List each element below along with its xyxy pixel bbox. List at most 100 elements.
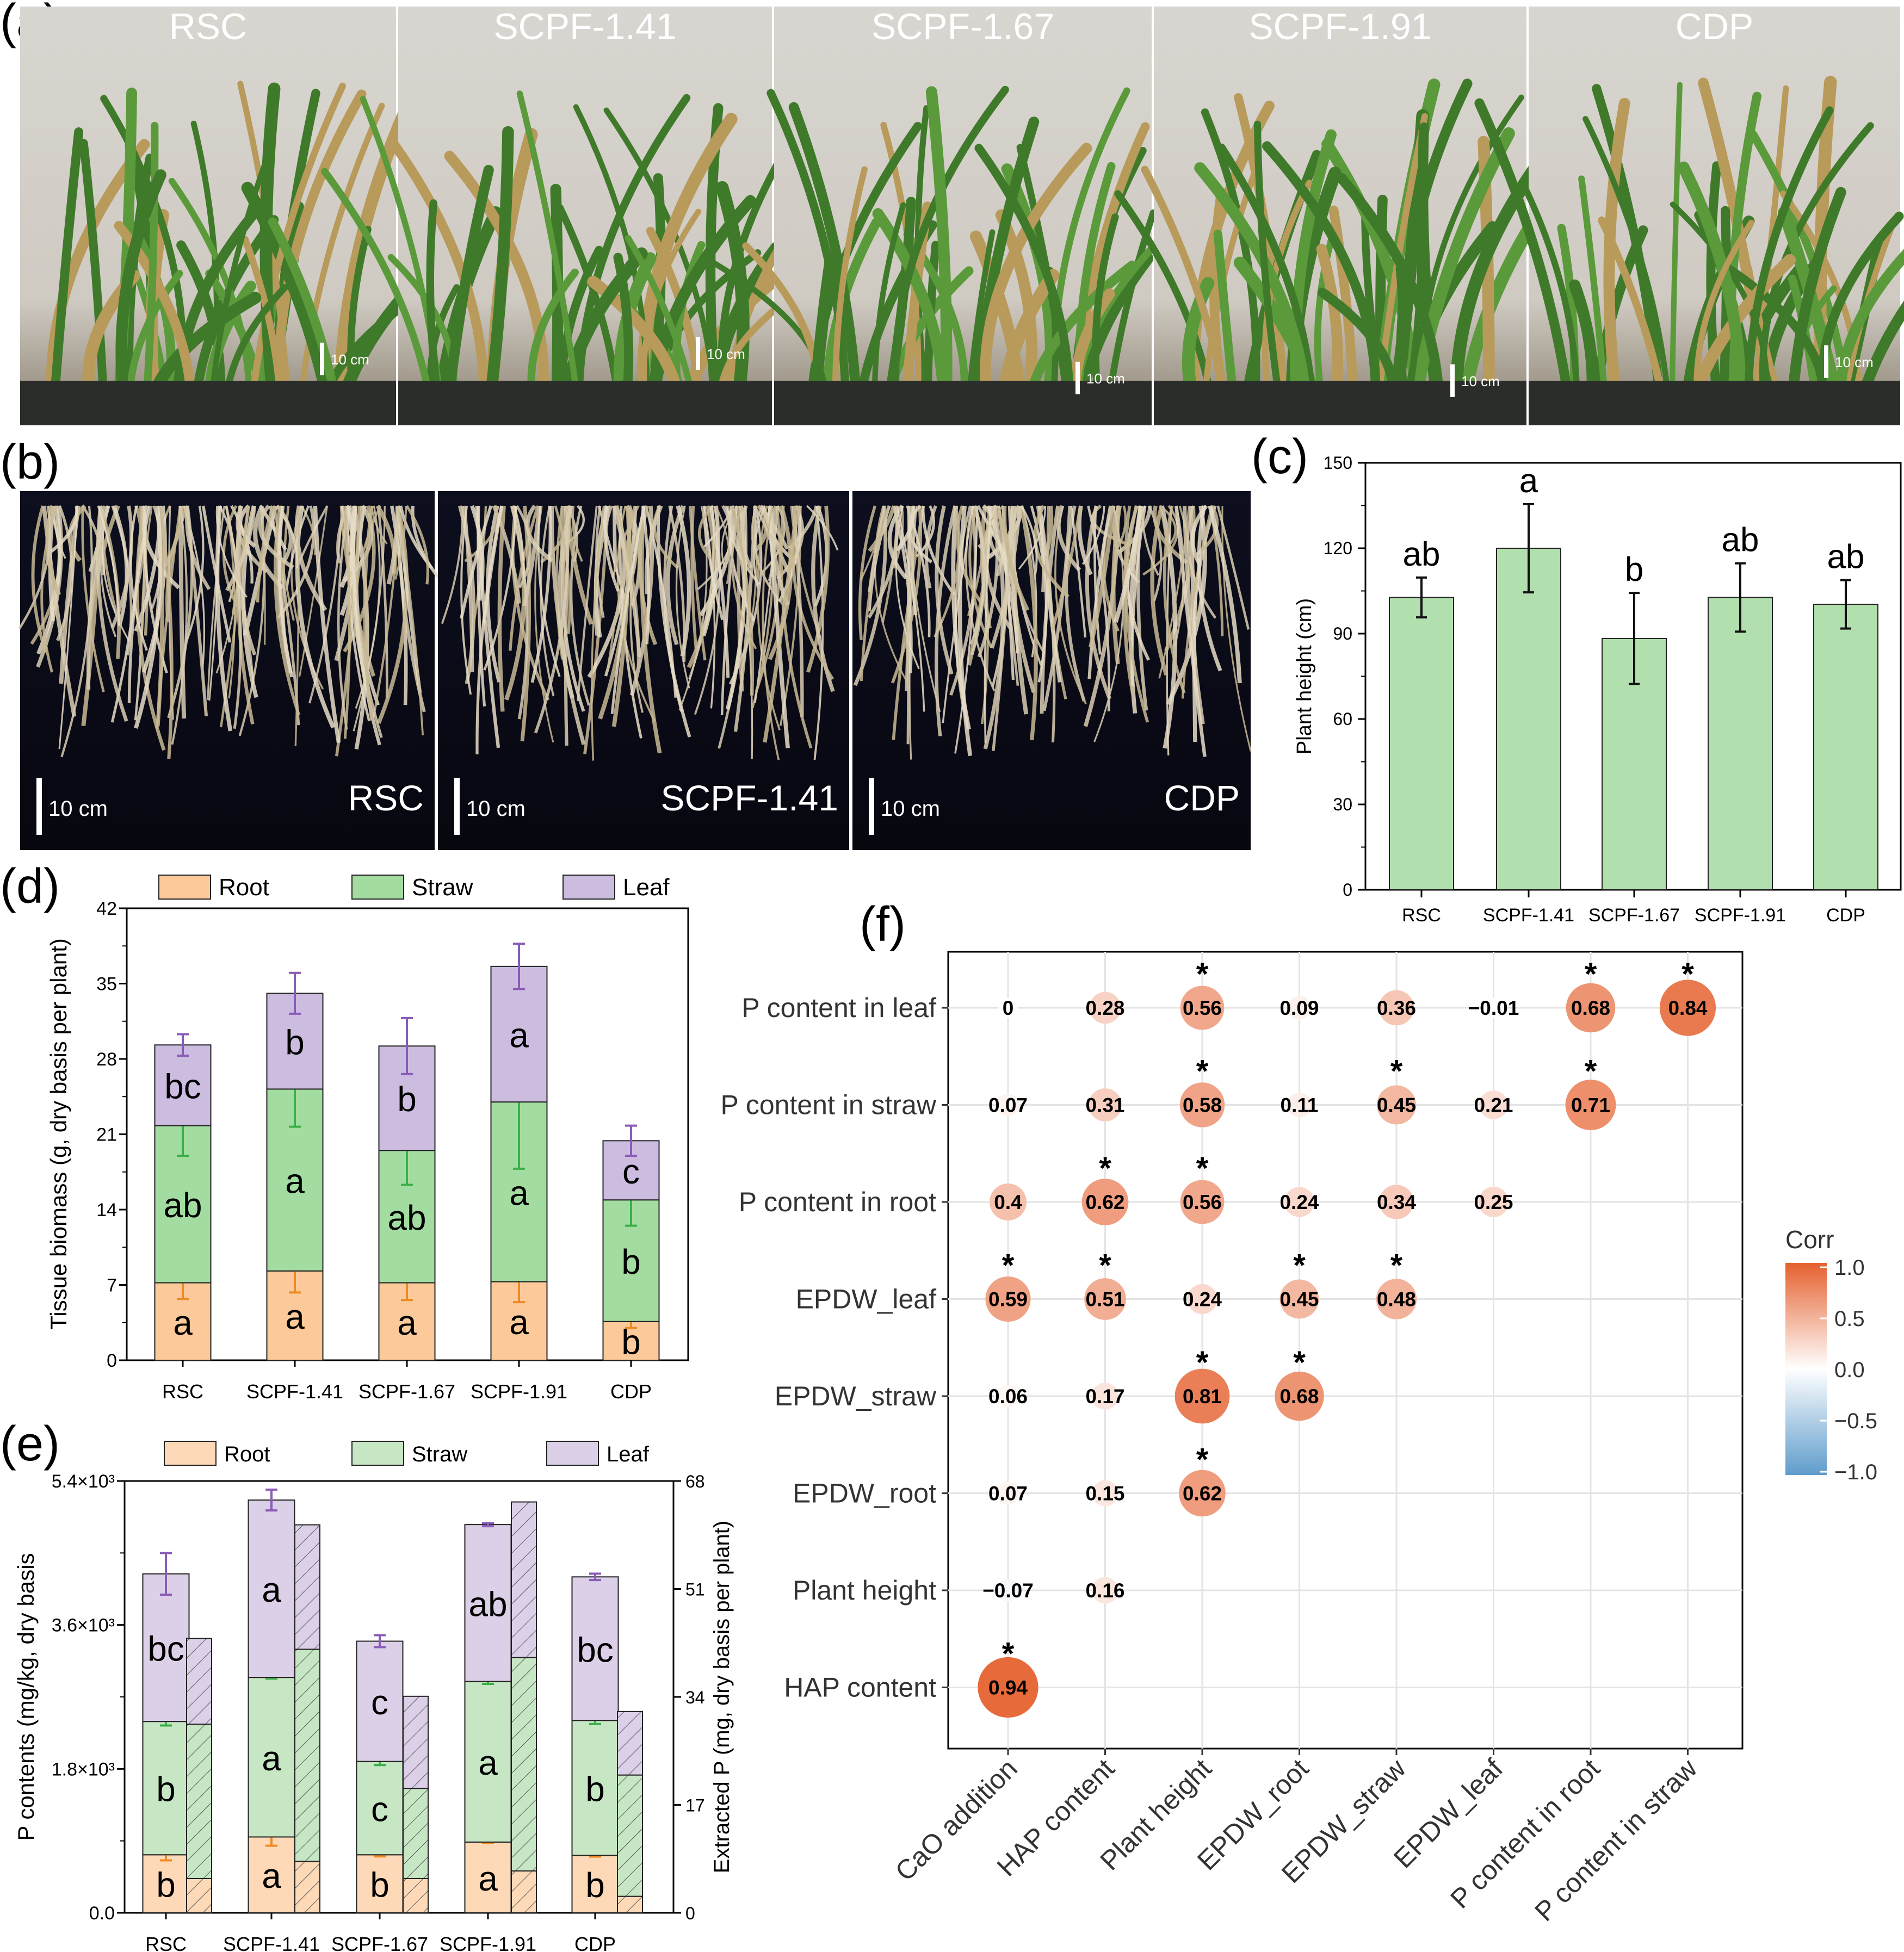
y-tick-label: 90: [1333, 624, 1352, 643]
panel-label: (e): [0, 1417, 60, 1471]
correlation-cell: 0: [998, 997, 1018, 1019]
root-strand: [261, 505, 266, 645]
correlation-circle: [1180, 1180, 1225, 1224]
correlation-cell: 0.07: [988, 1093, 1028, 1117]
x-tick-label: SCPF-1.41: [223, 1933, 320, 1952]
root-strand: [129, 505, 148, 651]
correlation-cell: 0.94 *: [978, 1637, 1038, 1718]
correlation-circle: [1378, 990, 1414, 1026]
photo-roots-0: 10 cm RSC: [18, 491, 447, 850]
correlation-cell: 0.59 *: [985, 1248, 1031, 1322]
root-strand: [721, 505, 746, 612]
root-strand: [540, 505, 555, 697]
y-tick-label: 0: [1343, 880, 1352, 900]
plant-leaf: [1217, 144, 1318, 418]
root-strand: [1093, 505, 1124, 742]
correlation-value: 0.24: [1183, 1288, 1222, 1311]
plant-leaf: [1290, 129, 1337, 419]
y-tick-label: 35: [96, 974, 117, 995]
scale-bar-label: 10 cm: [1835, 354, 1874, 370]
root-strand: [1159, 505, 1169, 557]
root-strand: [792, 505, 804, 717]
error-bar: [589, 1572, 601, 1582]
significance-letter: a: [262, 1739, 281, 1778]
panel-label: (f): [860, 897, 906, 952]
significance-letter: a: [1519, 462, 1538, 500]
root-strand: [343, 505, 351, 739]
plant-leaf: [1201, 108, 1260, 418]
y-tick-label: 3.6×10³: [52, 1615, 115, 1636]
root-strand: [942, 505, 974, 723]
root-strand: [1002, 505, 1030, 611]
root-strand: [577, 505, 598, 702]
root-strand: [475, 505, 503, 754]
correlation-circle: [998, 998, 1018, 1018]
root-strand: [460, 505, 493, 619]
x-tick-label: CDP: [610, 1380, 652, 1403]
root-strand: [1070, 505, 1087, 638]
root-strand: [1087, 505, 1111, 711]
significance-letter: a: [509, 1303, 529, 1342]
column-label: P content in straw: [1529, 1753, 1703, 1928]
plant-leaf: [1141, 165, 1232, 417]
pots: [398, 381, 772, 425]
root-strand: [1123, 505, 1149, 723]
photo-label: SCPF-1.91: [1248, 6, 1431, 47]
y-axis-label: P contents (mg/kg, dry basis: [13, 1553, 39, 1841]
error-bar: [1735, 562, 1746, 633]
root-strand: [337, 505, 350, 730]
scale-bar-label: 10 cm: [1461, 373, 1500, 389]
y-tick-label: 28: [96, 1049, 117, 1070]
significance-letter: c: [371, 1789, 388, 1829]
correlation-cell: 0.25: [1474, 1187, 1513, 1217]
root-strand: [1197, 505, 1222, 672]
root-strand: [335, 505, 361, 757]
bar-segment-root: [464, 1841, 512, 1914]
panel-label: (c): [1251, 430, 1308, 484]
scale-bar-label: 10 cm: [48, 797, 108, 821]
correlation-value: 0.94: [988, 1677, 1028, 1699]
hatched-bar-segment-straw: [403, 1788, 429, 1879]
root-strand: [60, 505, 93, 758]
root-strand: [81, 505, 105, 692]
bar-segment-straw: [602, 1199, 660, 1322]
bar-segment-straw: [356, 1761, 404, 1856]
plant-leaf: [1678, 162, 1746, 419]
correlation-value: 0.68: [1279, 1385, 1319, 1408]
correlation-cell: 0.45 *: [1279, 1248, 1319, 1319]
significance-star: *: [1196, 1054, 1209, 1089]
root-strand: [97, 505, 120, 626]
correlation-cell: 0.56 *: [1180, 957, 1225, 1030]
correlation-circle: [1089, 1088, 1122, 1121]
correlation-cell: 0.15: [1085, 1480, 1125, 1507]
colorbar-tick-label: 0.0: [1834, 1358, 1865, 1382]
root-strand: [397, 505, 424, 736]
correlation-cell: 0.58 *: [1179, 1054, 1225, 1127]
root-strand: [762, 505, 780, 760]
correlation-value: 0.62: [1085, 1191, 1124, 1213]
significance-letter: b: [1625, 551, 1643, 588]
photo-plants-1: SCPF-1.41 10 cm: [321, 6, 826, 425]
error-bar: [289, 971, 301, 1015]
root-strand: [1113, 505, 1127, 554]
significance-letter: ab: [1722, 522, 1759, 559]
plant-leaf: [1194, 162, 1312, 419]
root-strand: [977, 505, 999, 658]
correlation-value: 0.34: [1377, 1191, 1416, 1213]
correlation-circle: [1174, 1368, 1230, 1424]
correlation-value: 0.4: [994, 1191, 1022, 1213]
correlation-circle: [997, 1579, 1019, 1602]
root-strand: [207, 505, 225, 700]
bar-segment-leaf: [248, 1499, 295, 1678]
root-strand: [612, 505, 641, 657]
hatched-bar-segment-root: [617, 1895, 643, 1913]
photo-label: RSC: [348, 778, 424, 818]
correlation-cell: −0.01: [1468, 997, 1519, 1019]
plant-leaf: [1450, 164, 1540, 420]
plant-leaf: [444, 151, 549, 419]
correlation-value: 0.06: [988, 1385, 1028, 1408]
scale-bar-label: 10 cm: [466, 797, 526, 821]
correlation-value: 0.31: [1085, 1094, 1124, 1117]
error-bar: [1629, 592, 1640, 685]
correlation-value: 0.71: [1571, 1094, 1610, 1117]
